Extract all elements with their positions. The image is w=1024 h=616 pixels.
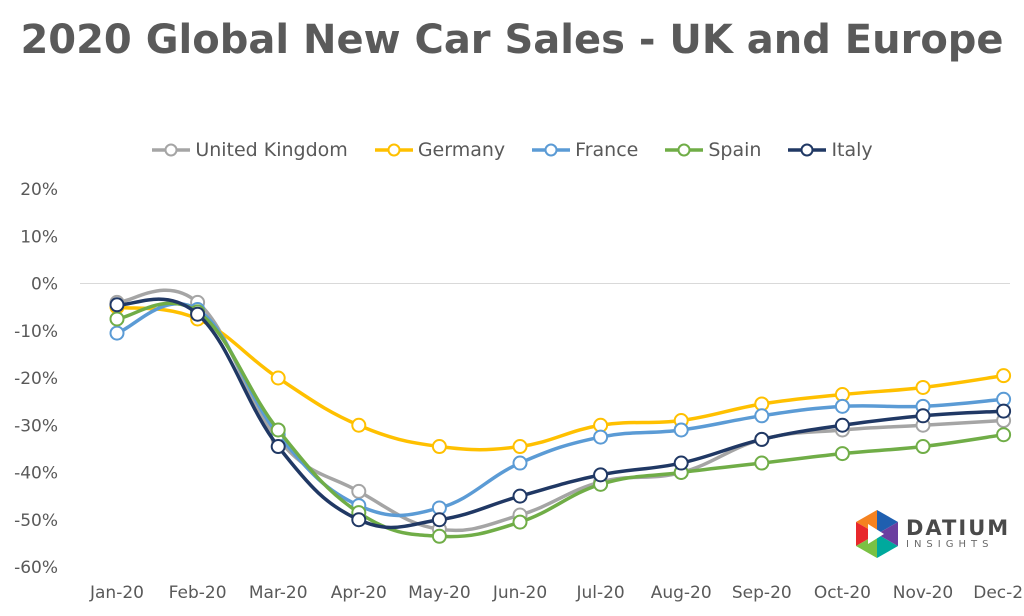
legend-label: Germany xyxy=(417,139,506,161)
data-point xyxy=(431,439,447,455)
x-tick-label: Aug-20 xyxy=(651,583,712,603)
datium-logo-text: DATIUM INSIGHTS xyxy=(906,517,1010,551)
data-point xyxy=(915,379,931,395)
data-point xyxy=(431,512,447,528)
axis-layer: 20% 10% 0% -10% -20% -30% -40% -50% -60% Jan-20 Fe… xyxy=(14,180,1024,603)
data-point xyxy=(996,368,1012,384)
x-tick-label: Sep-20 xyxy=(732,583,792,603)
y-tick-label: -60% xyxy=(14,558,58,578)
data-point xyxy=(109,311,125,327)
data-point xyxy=(512,439,528,455)
y-tick-label: 20% xyxy=(20,180,58,200)
datium-logo-icon xyxy=(856,510,898,558)
x-tick-label: Mar-20 xyxy=(249,583,308,603)
y-tick-label: -30% xyxy=(14,416,58,436)
x-tick-label: Jan-20 xyxy=(89,583,144,603)
legend-swatch xyxy=(788,143,827,157)
data-point xyxy=(915,439,931,455)
legend-swatch xyxy=(374,143,413,157)
data-point xyxy=(754,431,770,447)
data-point xyxy=(270,439,286,455)
series-layer xyxy=(109,288,1012,544)
chart-title: 2020 Global New Car Sales - UK and Europ… xyxy=(20,17,1004,63)
data-point xyxy=(512,488,528,504)
data-point xyxy=(190,306,206,322)
y-tick-label: 10% xyxy=(20,227,58,247)
data-point xyxy=(673,422,689,438)
data-point xyxy=(431,528,447,544)
series-spain xyxy=(109,301,1012,544)
data-point xyxy=(351,417,367,433)
data-point xyxy=(673,455,689,471)
x-tick-label: Oct-20 xyxy=(814,583,871,603)
data-point xyxy=(593,429,609,445)
x-tick-label: Jun-20 xyxy=(492,583,547,603)
data-point xyxy=(593,467,609,483)
legend: United Kingdom Germany France Spain Italy xyxy=(0,139,1024,161)
legend-swatch xyxy=(665,143,704,157)
series-line xyxy=(116,288,1004,533)
legend-item: United Kingdom xyxy=(151,139,348,161)
datium-logo: DATIUM INSIGHTS xyxy=(854,508,1010,560)
data-point xyxy=(996,403,1012,419)
data-point xyxy=(512,514,528,530)
data-point xyxy=(109,325,125,341)
legend-item: Germany xyxy=(374,139,505,161)
series-italy xyxy=(109,297,1012,530)
y-tick-label: -10% xyxy=(14,322,58,342)
legend-label: France xyxy=(575,139,639,161)
data-point xyxy=(512,455,528,471)
x-tick-label: Jul-20 xyxy=(575,583,624,603)
series-line xyxy=(116,297,1004,530)
data-point xyxy=(754,455,770,471)
y-tick-label: -20% xyxy=(14,369,58,389)
data-point xyxy=(754,408,770,424)
logo-subtitle: INSIGHTS xyxy=(906,539,994,550)
data-point xyxy=(351,483,367,499)
x-tick-label: Dec-20 xyxy=(973,583,1024,603)
x-tick-label: Nov-20 xyxy=(893,583,954,603)
x-tick-label: Feb-20 xyxy=(169,583,227,603)
y-tick-label: -40% xyxy=(14,464,58,484)
series-germany xyxy=(109,299,1012,455)
legend-item: Spain xyxy=(664,139,761,161)
data-point xyxy=(996,427,1012,443)
x-tick-label: May-20 xyxy=(408,583,471,603)
y-tick-label: 0% xyxy=(31,275,58,295)
legend-label: Italy xyxy=(831,139,873,161)
legend-swatch xyxy=(152,143,191,157)
data-point xyxy=(351,512,367,528)
data-point xyxy=(270,422,286,438)
data-point xyxy=(834,446,850,462)
x-tick-label: Apr-20 xyxy=(331,583,387,603)
data-point xyxy=(834,398,850,414)
legend-label: Spain xyxy=(708,139,762,161)
legend-swatch xyxy=(532,143,571,157)
legend-item: France xyxy=(531,139,638,161)
legend-item: Italy xyxy=(787,139,873,161)
series-united-kingdom xyxy=(109,288,1012,537)
y-tick-label: -50% xyxy=(14,511,58,531)
legend-label: United Kingdom xyxy=(195,139,348,161)
data-point xyxy=(109,297,125,313)
data-point xyxy=(915,408,931,424)
data-point xyxy=(834,417,850,433)
data-point xyxy=(270,370,286,386)
logo-title: DATIUM xyxy=(906,516,1011,540)
